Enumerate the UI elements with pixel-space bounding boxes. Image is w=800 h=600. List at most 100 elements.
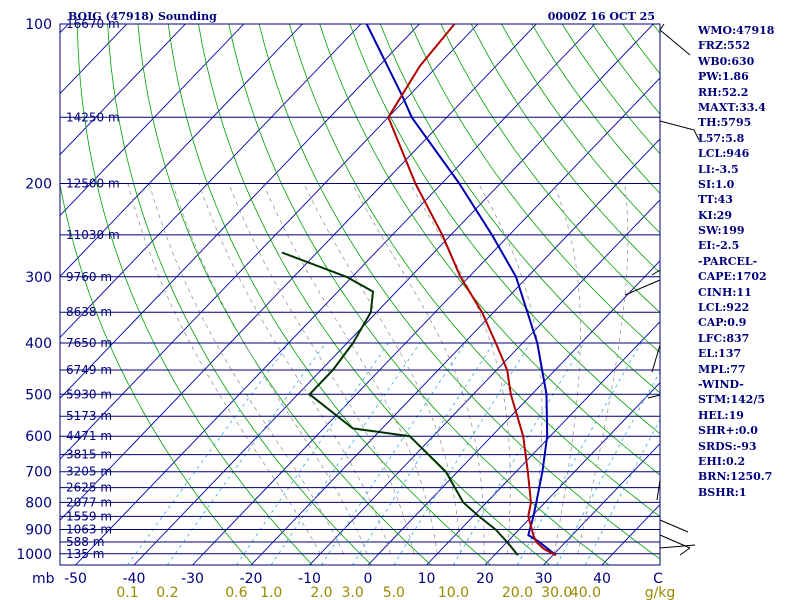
dry-adiabat-line	[410, 24, 660, 354]
temperature-tick-label: -40	[123, 571, 146, 587]
wind-barb	[656, 479, 661, 501]
index-item: EL:137	[698, 347, 742, 361]
height-label: 588 m	[66, 535, 104, 549]
mixing-ratio-line	[167, 342, 327, 565]
height-label: 2077 m	[66, 495, 112, 509]
pressure-tick-label: 200	[25, 176, 52, 192]
index-item: SHR+:0.0	[698, 424, 758, 438]
pressure-tick-label: 800	[25, 495, 52, 511]
height-label: 1063 m	[66, 523, 112, 537]
isotherm-line	[60, 24, 186, 156]
mixing-ratio-line	[453, 342, 585, 565]
pressure-tick-label: 700	[25, 465, 52, 481]
height-label: 3205 m	[66, 465, 112, 479]
height-label: 6749 m	[66, 363, 112, 377]
index-item: MPL:77	[698, 362, 746, 376]
index-item: WB0:630	[698, 54, 755, 68]
mixing-ratio-line	[393, 342, 531, 565]
isotherm-line	[60, 24, 69, 34]
isotherm-line	[0, 24, 10, 565]
isotherm-line	[133, 24, 654, 565]
isotherm-line	[484, 382, 660, 565]
dry-adiabat-line	[76, 24, 313, 565]
temperature-tick-label: -20	[240, 571, 263, 587]
dry-adiabat-line	[60, 182, 254, 565]
isotherm-line	[75, 24, 596, 565]
temperature-tick-label: 20	[476, 571, 494, 587]
isotherm-line	[60, 24, 245, 217]
dry-adiabat-line	[198, 24, 550, 565]
index-item: LCL:946	[698, 147, 750, 161]
wind-barb	[659, 120, 695, 131]
temperature-tick-label: -50	[64, 571, 87, 587]
isotherm-line	[60, 24, 362, 339]
index-item: FRZ:552	[698, 39, 751, 53]
isotherm-line	[60, 24, 537, 521]
index-item: -PARCEL-	[698, 254, 758, 268]
moist-adiabat-line	[303, 183, 462, 554]
grid-layer	[0, 24, 660, 565]
temperature-tick-label: -30	[181, 571, 204, 587]
wind-barb	[624, 279, 661, 296]
mixing-ratio-line	[556, 370, 660, 565]
moist-adiabat-line	[262, 183, 438, 554]
index-item: EI:-2.5	[698, 239, 740, 253]
mixing-ratio-label: 5.0	[383, 585, 405, 600]
pressure-unit-label: mb	[32, 571, 55, 587]
label-layer: 16670 m 14250 m 12500 m 11030 m 9760 m 8638 m…	[16, 17, 675, 600]
index-item: LI:-3.5	[698, 162, 739, 176]
wind-barb	[651, 269, 661, 276]
pressure-tick-label: 400	[25, 336, 52, 352]
index-item: HEL:19	[698, 408, 744, 422]
pressure-tick-label: 300	[25, 270, 52, 286]
index-item: SW:199	[698, 224, 745, 238]
wind-barb	[659, 519, 689, 533]
wind-barb	[679, 547, 691, 556]
dry-adiabat-line	[107, 24, 372, 565]
moist-adiabat-line	[478, 183, 543, 554]
moist-adiabat-line	[228, 183, 415, 554]
moist-adiabat-line	[198, 183, 391, 554]
index-item: -WIND-	[698, 377, 744, 391]
wind-barb	[659, 29, 691, 56]
mixing-ratio-label: 20.0	[502, 585, 533, 600]
mixing-ratio-label: 30.0	[541, 585, 572, 600]
index-item: MAXT:33.4	[698, 100, 766, 114]
dry-adiabat-line	[258, 24, 660, 560]
index-item: BRN:1250.7	[698, 470, 773, 484]
parcel-path-line	[365, 24, 557, 556]
index-item: SRDS:-93	[698, 439, 757, 453]
station-title: BOIG (47918) Sounding	[68, 10, 217, 23]
dry-adiabat-line	[137, 24, 432, 565]
isotherm-line	[426, 321, 660, 565]
height-label: 14250 m	[66, 110, 120, 124]
index-item: EHI:0.2	[698, 454, 746, 468]
wind-barb	[659, 23, 665, 31]
isotherm-line	[543, 442, 660, 565]
pressure-tick-label: 100	[25, 17, 52, 33]
temperature-line	[387, 24, 557, 557]
temperature-unit-label: C	[653, 571, 663, 587]
temperature-tick-label: 10	[418, 571, 436, 587]
profile-layer	[281, 24, 557, 557]
dry-adiabat-line	[228, 24, 610, 565]
mixing-ratio-line	[352, 342, 494, 565]
index-item: KI:29	[698, 208, 733, 222]
height-label: 12500 m	[66, 176, 120, 190]
isotherm-line	[367, 260, 660, 565]
height-label: 5173 m	[66, 409, 112, 423]
wind-barb	[647, 394, 661, 399]
dry-adiabat-line	[289, 24, 660, 518]
index-item: SI:1.0	[698, 177, 735, 191]
index-item: LCL:922	[698, 301, 750, 315]
height-label: 8638 m	[66, 305, 112, 319]
wind-barbs	[624, 23, 700, 556]
mixing-ratio-label: 0.2	[156, 585, 178, 600]
pressure-tick-label: 900	[25, 523, 52, 539]
dry-adiabat-line	[349, 24, 660, 435]
temperature-tick-label: 30	[535, 571, 553, 587]
mixing-ratio-line	[270, 342, 421, 565]
mixing-ratio-line	[321, 342, 466, 565]
mixing-ratio-line	[585, 418, 660, 565]
